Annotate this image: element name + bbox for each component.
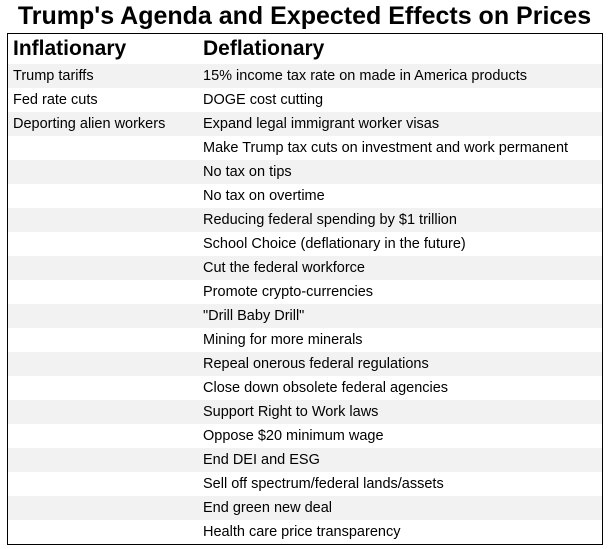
deflationary-cell: Expand legal immigrant worker visas (203, 116, 440, 132)
inflationary-cell: Deporting alien workers (13, 116, 166, 132)
inflationary-cell: Trump tariffs (13, 68, 94, 84)
table-row: Fed rate cuts DOGE cost cutting (8, 88, 602, 112)
table-row: School Choice (deflationary in the futur… (8, 232, 602, 256)
table-row: Oppose $20 minimum wage (8, 424, 602, 448)
deflationary-cell: Sell off spectrum/federal lands/assets (203, 476, 444, 492)
deflationary-cell: No tax on overtime (203, 188, 325, 204)
deflationary-cell: End green new deal (203, 500, 332, 516)
table-row: "Drill Baby Drill" (8, 304, 602, 328)
deflationary-cell: Repeal onerous federal regulations (203, 356, 429, 372)
deflationary-cell: Promote crypto-currencies (203, 284, 374, 300)
deflationary-cell: "Drill Baby Drill" (203, 308, 305, 324)
table-row: Mining for more minerals (8, 328, 602, 352)
deflationary-cell: No tax on tips (203, 164, 292, 180)
deflationary-cell: Cut the federal workforce (203, 260, 365, 276)
table-body: Trump tariffs 15% income tax rate on made… (8, 64, 602, 544)
table-row: Health care price transparency (8, 520, 602, 544)
deflationary-cell: Support Right to Work laws (203, 404, 379, 420)
table-row: Cut the federal workforce (8, 256, 602, 280)
deflationary-cell: Close down obsolete federal agencies (203, 380, 449, 396)
table-row: Close down obsolete federal agencies (8, 376, 602, 400)
table-row: Sell off spectrum/federal lands/assets (8, 472, 602, 496)
table-row: End DEI and ESG (8, 448, 602, 472)
table-row: No tax on tips (8, 160, 602, 184)
table-row: Make Trump tax cuts on investment and wo… (8, 136, 602, 160)
table-row: Deporting alien workers Expand legal immi… (8, 112, 602, 136)
agenda-table: Inflationary Deflationary Trump tariffs 1… (7, 33, 603, 545)
deflationary-cell: DOGE cost cutting (203, 92, 324, 108)
deflationary-cell: Oppose $20 minimum wage (203, 428, 384, 444)
table-row: Repeal onerous federal regulations (8, 352, 602, 376)
deflationary-cell: End DEI and ESG (203, 452, 320, 468)
deflationary-cell: Health care price transparency (203, 524, 401, 540)
deflationary-column-header: Deflationary (203, 37, 325, 60)
deflationary-cell: Reducing federal spending by $1 trillion (203, 212, 457, 228)
table-row: Reducing federal spending by $1 trillion (8, 208, 602, 232)
table-header: Inflationary Deflationary (8, 34, 602, 64)
table-row: End green new deal (8, 496, 602, 520)
inflationary-cell: Fed rate cuts (13, 92, 98, 108)
table-row: Trump tariffs 15% income tax rate on made… (8, 64, 602, 88)
deflationary-cell: Make Trump tax cuts on investment and wo… (203, 140, 569, 156)
deflationary-cell: 15% income tax rate on made in America p… (203, 68, 527, 84)
table-row: Support Right to Work laws (8, 400, 602, 424)
table-title: Trump's Agenda and Expected Effects on P… (17, 2, 592, 30)
inflationary-column-header: Inflationary (13, 37, 127, 60)
deflationary-cell: School Choice (deflationary in the futur… (203, 236, 466, 252)
deflationary-cell: Mining for more minerals (203, 332, 363, 348)
table-row: No tax on overtime (8, 184, 602, 208)
table-row: Promote crypto-currencies (8, 280, 602, 304)
